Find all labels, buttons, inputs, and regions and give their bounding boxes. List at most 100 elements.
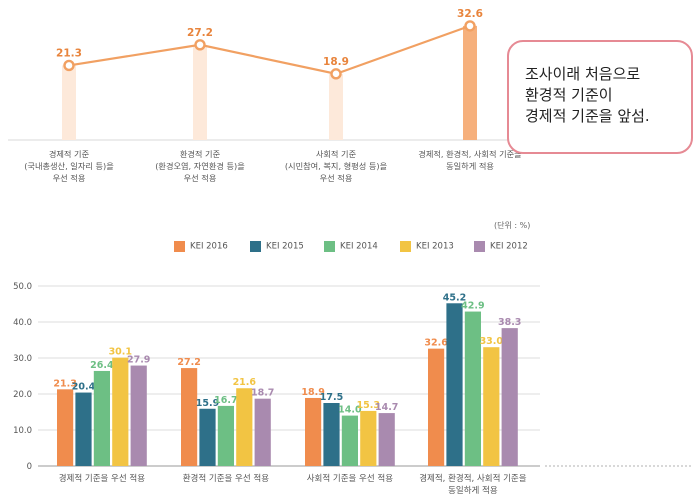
category-label: 환경적 기준을 우선 적용	[183, 473, 269, 484]
category-label: 사회적 기준을 우선 적용	[307, 473, 393, 484]
category-label-line: 환경적 기준을 우선 적용	[183, 473, 269, 484]
callout-line: 환경적 기준이	[525, 86, 613, 104]
series-line	[68, 24, 471, 75]
bar	[217, 405, 234, 466]
bar	[93, 370, 110, 466]
bar-value-label: 32.6	[424, 338, 448, 349]
legend-swatch	[400, 241, 411, 252]
category-label-line: (환경오염, 자연환경 등)을	[155, 161, 245, 171]
bar-value-label: 16.7	[214, 395, 237, 406]
data-label: 27.2	[187, 27, 213, 39]
data-point	[194, 39, 206, 51]
bar-value-label: 15.9	[196, 398, 219, 409]
bar-value-label: 15.3	[357, 400, 380, 411]
bar-value-label: 33.0	[480, 336, 504, 347]
data-point	[63, 59, 75, 72]
bar	[236, 388, 253, 466]
legend-item: KEI 2014	[324, 241, 378, 252]
bar-value-label: 21.6	[233, 377, 257, 388]
category-label: 경제적 기준을 우선 적용	[59, 473, 145, 484]
legend-label: KEI 2013	[416, 241, 454, 252]
legend-item: KEI 2012	[474, 241, 528, 252]
bar-value-label: 45.2	[443, 292, 466, 303]
bar	[112, 357, 129, 466]
category-label-line: 우선 적용	[320, 173, 353, 183]
legend-item: KEI 2016	[174, 241, 228, 252]
line-backing-bar	[329, 73, 343, 140]
category-label: 경제적, 환경적, 사회적 기준을 동일하게 적용	[419, 473, 527, 496]
line-backing-bar	[62, 65, 76, 140]
category-label-line: (국내총생산, 일자리 등)을	[24, 161, 114, 171]
callout-line: 조사이래 처음으로	[525, 65, 641, 83]
line-backing-bar	[463, 25, 477, 140]
category-label-line: 동일하게 적용	[448, 485, 498, 496]
y-tick-label: 20.0	[13, 390, 32, 400]
category-label-line: (시민참여, 복지, 형평성 등)을	[285, 161, 388, 171]
bar	[378, 413, 395, 466]
legend-swatch	[324, 241, 335, 252]
bar-value-label: 18.7	[251, 388, 274, 399]
legend-label: KEI 2014	[340, 241, 378, 252]
category-label-line: 사회적 기준	[316, 149, 357, 159]
bar-value-label: 20.4	[72, 382, 96, 393]
bar-value-label: 27.2	[177, 357, 200, 368]
bar	[305, 397, 322, 466]
bar-value-label: 30.1	[109, 347, 132, 358]
callout-line: 경제적 기준을 앞섬.	[525, 107, 650, 125]
bar-value-label: 42.9	[461, 301, 484, 312]
category-label-line: 경제적 기준을 우선 적용	[59, 473, 145, 484]
bar-value-label: 26.4	[90, 360, 114, 371]
legend-label: KEI 2016	[190, 241, 228, 252]
category-label-line: 우선 적용	[184, 173, 217, 183]
category-label-line: 경제적 기준	[49, 149, 90, 159]
bar	[57, 389, 74, 466]
line-chart: 21.3 27.2 18.9 32.6 경제적 기준 (국내총생산, 일자리 등)을 우선 …	[8, 8, 693, 183]
unit-label: (단위 : %)	[494, 221, 531, 230]
y-tick-label: 40.0	[13, 318, 32, 328]
data-label: 32.6	[457, 8, 483, 20]
bar	[483, 347, 500, 466]
category-label-line: 동일하게 적용	[446, 161, 494, 171]
legend-label: KEI 2012	[490, 241, 528, 252]
bar-value-label: 14.7	[375, 402, 398, 413]
bar-value-label: 21.3	[53, 378, 76, 389]
legend-swatch	[474, 241, 485, 252]
bar	[464, 311, 481, 466]
data-point	[464, 20, 476, 32]
legend-item: KEI 2015	[250, 241, 304, 252]
category-label-line: 환경적 기준	[180, 149, 221, 159]
line-backing-bar	[193, 44, 207, 140]
y-tick-label: 0	[27, 462, 32, 472]
bar	[75, 392, 92, 466]
bar-value-label: 14.0	[338, 405, 362, 416]
bar	[446, 303, 463, 466]
y-tick-label: 50.0	[13, 282, 32, 292]
category-label-line: 경제적, 환경적, 사회적 기준을	[419, 473, 527, 484]
bar	[360, 410, 377, 466]
category-label-line: 우선 적용	[53, 173, 86, 183]
bar	[181, 368, 198, 466]
bar	[323, 403, 340, 466]
legend-item: KEI 2013	[400, 241, 454, 252]
legend-swatch	[174, 241, 185, 252]
bar	[341, 415, 358, 466]
legend-label: KEI 2015	[266, 241, 304, 252]
bar	[254, 398, 271, 466]
bar	[501, 328, 518, 466]
data-point	[330, 68, 342, 80]
bar-value-label: 38.3	[498, 317, 521, 328]
bar-value-label: 27.9	[127, 355, 150, 366]
category-label-line: 사회적 기준을 우선 적용	[307, 473, 393, 484]
data-label: 18.9	[323, 56, 349, 68]
y-tick-label: 10.0	[13, 426, 32, 436]
bar-value-label: 17.5	[320, 392, 343, 403]
bar	[428, 348, 445, 466]
category-label-line: 경제적, 환경적, 사회적 기준을	[418, 149, 522, 159]
y-tick-label: 30.0	[13, 354, 32, 364]
